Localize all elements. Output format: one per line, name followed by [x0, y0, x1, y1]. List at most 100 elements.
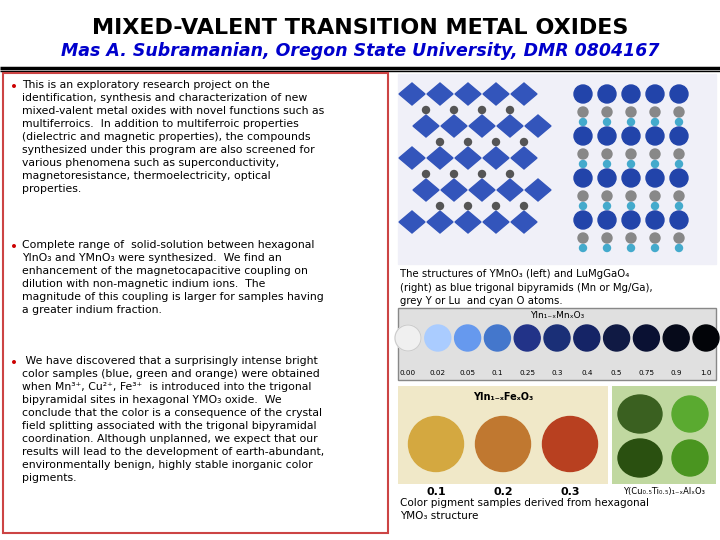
Circle shape: [670, 169, 688, 187]
Text: Complete range of  solid-solution between hexagonal
YInO₃ and YMnO₃ were synthes: Complete range of solid-solution between…: [22, 240, 324, 315]
Text: •: •: [10, 356, 18, 370]
Text: 0.75: 0.75: [639, 370, 654, 376]
Circle shape: [423, 106, 430, 113]
Polygon shape: [497, 179, 523, 201]
Circle shape: [603, 245, 611, 252]
Text: Color pigment samples derived from hexagonal
YMO₃ structure: Color pigment samples derived from hexag…: [400, 498, 649, 521]
Text: MIXED-VALENT TRANSITION METAL OXIDES: MIXED-VALENT TRANSITION METAL OXIDES: [92, 18, 628, 38]
Text: YIn₁₋ₓFeₓO₃: YIn₁₋ₓFeₓO₃: [473, 392, 533, 402]
Ellipse shape: [475, 416, 531, 471]
Bar: [398, 386, 608, 484]
Circle shape: [663, 325, 689, 351]
Text: We have discovered that a surprisingly intense bright
color samples (blue, green: We have discovered that a surprisingly i…: [22, 356, 324, 483]
Polygon shape: [511, 83, 537, 105]
Text: 0.9: 0.9: [670, 370, 682, 376]
Ellipse shape: [618, 439, 662, 477]
Circle shape: [674, 191, 684, 201]
Text: 1.0: 1.0: [701, 370, 712, 376]
Circle shape: [674, 149, 684, 159]
Circle shape: [626, 233, 636, 243]
Polygon shape: [511, 211, 537, 233]
Circle shape: [634, 325, 660, 351]
Circle shape: [626, 149, 636, 159]
Circle shape: [652, 118, 659, 125]
Polygon shape: [441, 115, 467, 137]
Circle shape: [693, 325, 719, 351]
Circle shape: [436, 138, 444, 145]
Circle shape: [602, 149, 612, 159]
Circle shape: [580, 118, 587, 125]
Circle shape: [603, 160, 611, 167]
Polygon shape: [469, 179, 495, 201]
Circle shape: [598, 211, 616, 229]
Circle shape: [451, 171, 457, 178]
Polygon shape: [427, 211, 453, 233]
Circle shape: [603, 118, 611, 125]
Circle shape: [602, 191, 612, 201]
Circle shape: [650, 191, 660, 201]
Circle shape: [675, 245, 683, 252]
Circle shape: [578, 191, 588, 201]
Text: 0.1: 0.1: [492, 370, 503, 376]
Circle shape: [454, 325, 481, 351]
Ellipse shape: [618, 395, 662, 433]
Circle shape: [675, 118, 683, 125]
Text: 0.25: 0.25: [519, 370, 535, 376]
Circle shape: [479, 171, 485, 178]
Circle shape: [652, 245, 659, 252]
Circle shape: [485, 325, 510, 351]
Circle shape: [646, 127, 664, 145]
Bar: [398, 74, 716, 264]
Polygon shape: [483, 211, 509, 233]
Text: •: •: [10, 80, 18, 94]
Circle shape: [514, 325, 540, 351]
Text: 0.3: 0.3: [560, 487, 580, 497]
Text: This is an exploratory research project on the
identification, synthesis and cha: This is an exploratory research project …: [22, 80, 324, 194]
Circle shape: [652, 160, 659, 167]
Text: •: •: [10, 240, 18, 254]
Circle shape: [622, 85, 640, 103]
Circle shape: [580, 202, 587, 210]
Polygon shape: [497, 115, 523, 137]
Text: 0.2: 0.2: [493, 487, 513, 497]
Polygon shape: [455, 147, 481, 169]
Circle shape: [492, 138, 500, 145]
Circle shape: [602, 107, 612, 117]
Text: 0.3: 0.3: [552, 370, 563, 376]
Circle shape: [603, 202, 611, 210]
Ellipse shape: [408, 416, 464, 471]
Text: 0.5: 0.5: [611, 370, 622, 376]
Circle shape: [650, 149, 660, 159]
Circle shape: [598, 127, 616, 145]
Circle shape: [451, 106, 457, 113]
Circle shape: [670, 211, 688, 229]
Text: Mas A. Subramanian, Oregon State University, DMR 0804167: Mas A. Subramanian, Oregon State Univers…: [60, 42, 660, 60]
Circle shape: [628, 202, 634, 210]
Circle shape: [521, 202, 528, 210]
Circle shape: [574, 85, 592, 103]
Circle shape: [578, 233, 588, 243]
Bar: [398, 308, 716, 380]
FancyBboxPatch shape: [3, 73, 388, 533]
Circle shape: [464, 138, 472, 145]
Text: 0.4: 0.4: [581, 370, 593, 376]
Circle shape: [580, 160, 587, 167]
Circle shape: [574, 325, 600, 351]
Polygon shape: [525, 179, 551, 201]
Circle shape: [578, 107, 588, 117]
Circle shape: [436, 202, 444, 210]
Circle shape: [425, 325, 451, 351]
Circle shape: [492, 202, 500, 210]
Circle shape: [670, 85, 688, 103]
Circle shape: [578, 149, 588, 159]
Circle shape: [650, 107, 660, 117]
Bar: [612, 386, 716, 484]
Circle shape: [598, 169, 616, 187]
Polygon shape: [427, 147, 453, 169]
Text: 0.00: 0.00: [400, 370, 416, 376]
Circle shape: [672, 440, 708, 476]
Polygon shape: [469, 115, 495, 137]
Polygon shape: [399, 211, 425, 233]
Polygon shape: [399, 83, 425, 105]
Circle shape: [672, 396, 708, 432]
